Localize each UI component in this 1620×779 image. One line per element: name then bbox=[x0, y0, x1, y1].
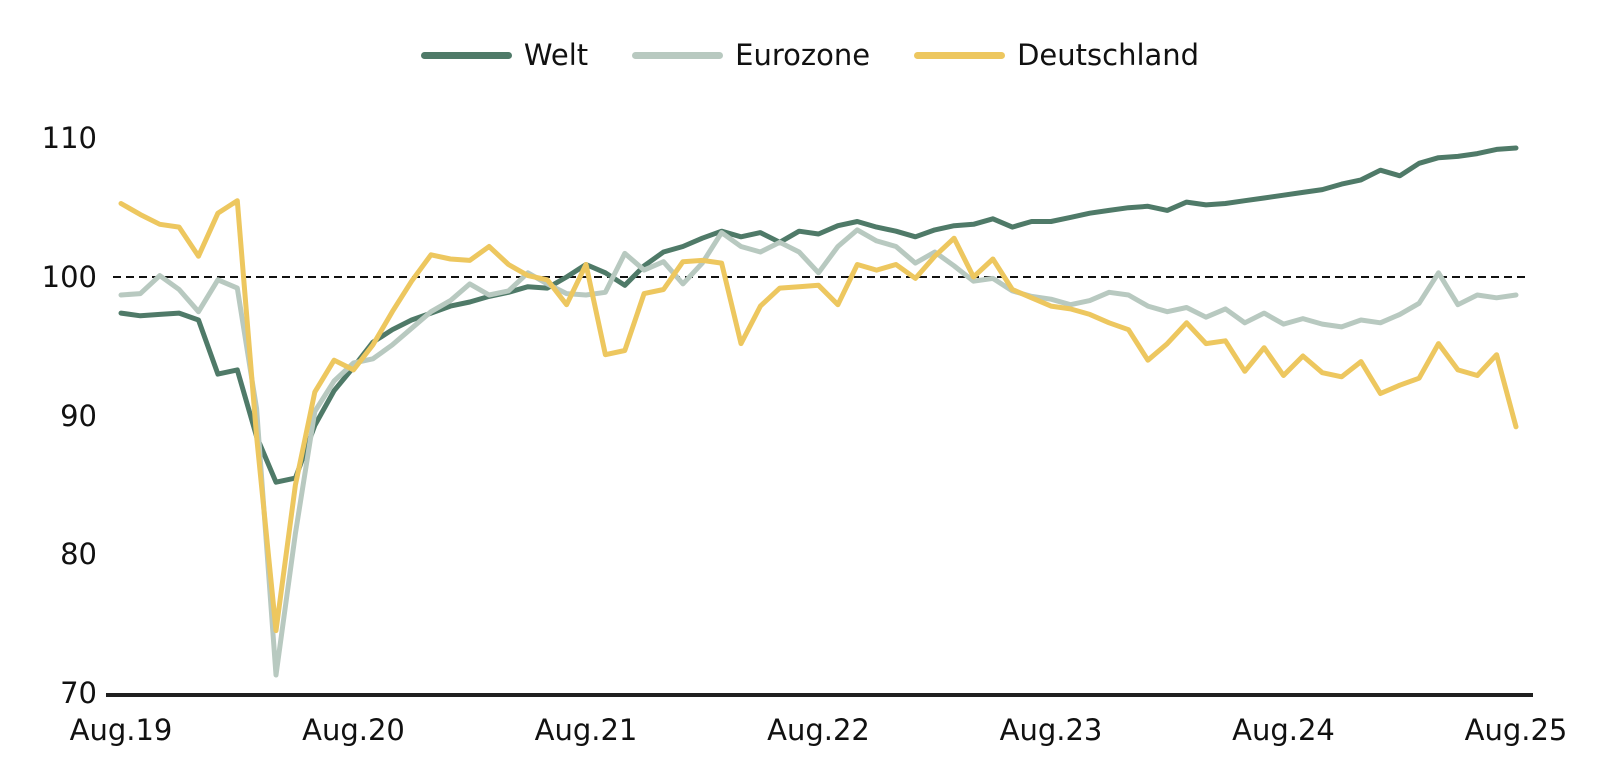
eurozone-line-swatch-icon bbox=[632, 51, 724, 59]
x-axis-tick-aug20: Aug.20 bbox=[302, 713, 405, 747]
welt-line-swatch-icon bbox=[420, 51, 512, 59]
x-axis-tick-aug24: Aug.24 bbox=[1232, 713, 1335, 747]
legend-label-welt: Welt bbox=[523, 38, 589, 72]
y-axis-tick-100: 100 bbox=[41, 260, 97, 294]
x-axis-tick-aug19: Aug.19 bbox=[69, 713, 173, 747]
legend-item-eurozone: Eurozone bbox=[632, 38, 870, 72]
eurozone-line bbox=[118, 227, 1519, 678]
x-axis-tick-aug21: Aug.21 bbox=[534, 713, 638, 747]
y-axis-tick-110: 110 bbox=[41, 121, 97, 156]
deutschland-line bbox=[118, 198, 1519, 634]
legend-item-welt: Welt bbox=[420, 38, 589, 72]
legend-label-deutschland: Deutschland bbox=[1017, 38, 1200, 72]
legend-label-eurozone: Eurozone bbox=[735, 38, 871, 72]
legend-item-deutschland: Deutschland bbox=[914, 38, 1199, 72]
y-axis-tick-90: 90 bbox=[60, 398, 97, 433]
welt-line bbox=[118, 145, 1519, 485]
y-axis-tick-70: 70 bbox=[60, 676, 97, 710]
x-axis-tick-aug25: Aug.25 bbox=[1464, 713, 1568, 747]
x-axis-tick-aug23: Aug.23 bbox=[999, 713, 1103, 747]
deutschland-line-swatch-icon bbox=[914, 51, 1006, 59]
legend: Welt Eurozone Deutschland bbox=[0, 38, 1620, 72]
y-axis-tick-80: 80 bbox=[60, 537, 97, 572]
x-axis-tick-aug22: Aug.22 bbox=[767, 713, 870, 747]
